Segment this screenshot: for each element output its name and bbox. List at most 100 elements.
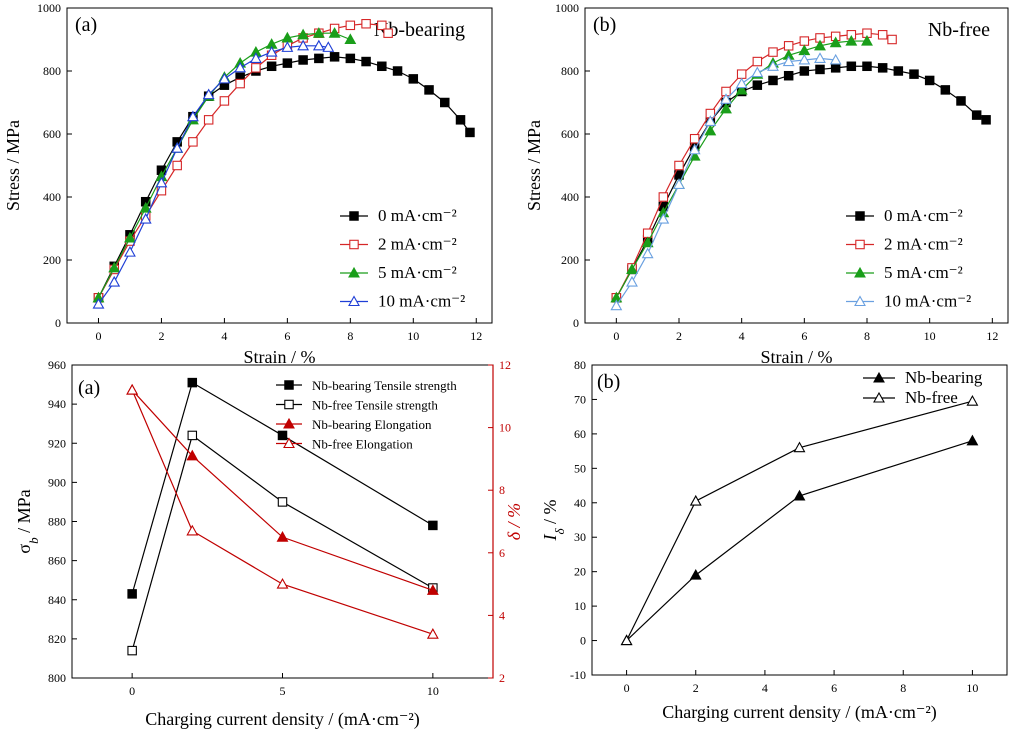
panel-label: (a) (78, 377, 100, 399)
data-point (751, 66, 764, 78)
data-point (465, 127, 475, 138)
data-point (345, 53, 356, 64)
data-point (767, 60, 779, 71)
data-point (345, 20, 356, 31)
x-tick-label: 4 (762, 681, 768, 695)
data-point (782, 55, 795, 67)
y-tick-label: 920 (48, 436, 66, 450)
data-point (171, 142, 184, 153)
series-line (131, 434, 434, 651)
series-2 (620, 395, 979, 646)
x-axis-label: Strain / % (244, 347, 316, 367)
x-tick-label: 2 (693, 681, 699, 695)
legend-label: 0 mA·cm⁻² (884, 206, 963, 225)
data-point (768, 75, 778, 86)
y2-axis-label: δ / % (504, 503, 524, 540)
data-point (265, 45, 278, 57)
data-point (361, 18, 371, 29)
data-point (689, 133, 700, 144)
x-tick-label: 12 (986, 329, 998, 343)
y-axis-label-main: I (540, 534, 560, 542)
data-point (127, 589, 137, 599)
data-point (793, 489, 806, 501)
data-point (768, 47, 778, 57)
data-point (735, 77, 748, 89)
data-point (673, 178, 685, 189)
legend-marker (349, 239, 359, 250)
data-point (139, 212, 152, 224)
data-point (276, 577, 289, 589)
data-point (966, 395, 979, 406)
y2-tick-label: 12 (499, 358, 511, 372)
y-tick-label: 880 (48, 515, 66, 529)
data-point (276, 531, 289, 542)
data-point (783, 41, 794, 51)
data-point (187, 430, 198, 441)
series-line (97, 56, 471, 299)
data-point (314, 53, 324, 64)
x-axis-label: Charging current density / (mA·cm⁻²) (145, 709, 420, 730)
plot-frame (66, 7, 493, 324)
legend-label: 5 mA·cm⁻² (378, 263, 457, 282)
y2-tick-label: 4 (499, 608, 505, 622)
data-point (328, 27, 341, 38)
y-tick-label: 60 (574, 427, 586, 441)
data-point (392, 66, 403, 76)
y-tick-label: -10 (570, 668, 586, 682)
y2-tick-label: 10 (499, 421, 511, 435)
panel-label: (b) (593, 14, 616, 36)
data-point (172, 160, 182, 171)
data-point (956, 96, 966, 106)
series-1 (127, 377, 438, 599)
data-point (783, 70, 794, 81)
legend-marker (348, 295, 360, 307)
data-point (877, 63, 888, 73)
series-line (626, 440, 973, 641)
legend: 0 mA·cm⁻² 2 mA·cm⁻² 5 mA·cm⁻² 10 mA·cm⁻² (340, 206, 465, 311)
data-point (249, 52, 262, 63)
data-point (235, 78, 245, 89)
x-tick-label: 6 (284, 329, 290, 343)
data-point (234, 61, 247, 73)
plot-frame (584, 7, 1009, 324)
series-4 (610, 52, 842, 311)
data-point (845, 34, 858, 46)
data-point (126, 383, 139, 395)
data-point (322, 41, 335, 52)
data-point (752, 80, 763, 90)
x-tick-label: 8 (864, 329, 870, 343)
data-point (187, 377, 198, 388)
x-axis-label: Charging current density / (mA·cm⁻²) (662, 702, 937, 723)
data-point (312, 39, 325, 51)
data-point (909, 69, 919, 79)
y-axis-label-suffix: / MPa (14, 489, 34, 537)
chart-panel-4: 0 2 4 6 8 10 -10 0 10 20 30 40 50 60 70 80 (b) Charging c… (540, 358, 1008, 723)
series-4 (126, 383, 439, 639)
data-point (798, 53, 811, 65)
data-point (312, 27, 325, 38)
data-point (830, 63, 841, 73)
data-point (186, 524, 199, 536)
data-point (426, 628, 439, 639)
y-tick-label: 0 (573, 316, 579, 330)
y-tick-label: 200 (561, 253, 579, 267)
y-tick-label: 820 (48, 632, 66, 646)
legend-marker (873, 391, 885, 403)
y-tick-label: 80 (574, 358, 586, 372)
data-point (297, 39, 310, 51)
data-point (186, 110, 199, 122)
data-point (298, 55, 308, 65)
y2-tick-label: 2 (499, 671, 505, 685)
data-point (641, 236, 654, 248)
data-point (877, 30, 888, 40)
x-tick-label: 8 (900, 681, 906, 695)
data-point (924, 75, 935, 86)
legend: Nb-bearing Tensile strength Nb-free Tensi… (276, 378, 457, 452)
series-3 (92, 27, 357, 303)
legend-label: 2 mA·cm⁻² (378, 235, 457, 254)
data-point (829, 36, 842, 48)
series-line (97, 45, 329, 305)
x-tick-label: 0 (95, 329, 101, 343)
x-tick-label: 6 (831, 681, 837, 695)
data-point (799, 36, 810, 46)
